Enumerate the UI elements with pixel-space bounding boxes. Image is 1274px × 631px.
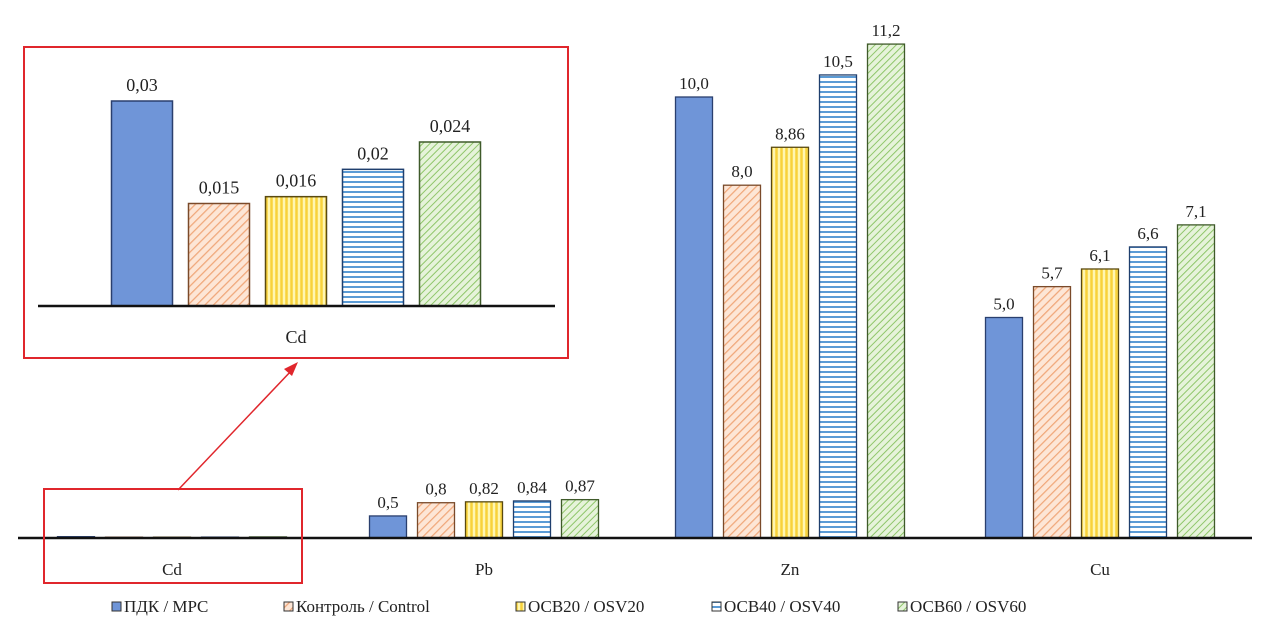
bar-zn-2 <box>770 146 810 539</box>
cd-highlight-box <box>43 488 303 584</box>
data-label: 11,2 <box>871 21 900 40</box>
inset-x-label: Cd <box>285 327 306 347</box>
inset-data-label: 0,015 <box>199 178 240 198</box>
data-label: 5,0 <box>993 295 1014 314</box>
inset-frame <box>23 46 569 359</box>
legend-label: ОСВ20 / OSV20 <box>528 597 644 616</box>
bar-cu-0 <box>984 316 1024 539</box>
inset-bar-1 <box>187 202 251 307</box>
data-label: 5,7 <box>1041 264 1063 283</box>
bar-cu-4 <box>1176 224 1216 539</box>
bar-pb-4 <box>560 498 600 539</box>
bar-zn-0 <box>674 96 714 539</box>
legend-label: ПДК / MPC <box>124 597 208 616</box>
inset-bar-0 <box>110 100 174 307</box>
x-tick-label: Cu <box>1090 560 1110 579</box>
legend-swatch-0 <box>111 601 122 612</box>
legend-label: Контроль / Control <box>296 597 430 616</box>
data-label: 8,0 <box>731 162 752 181</box>
bar-cu-2 <box>1080 268 1120 539</box>
zoom-arrow <box>177 369 293 491</box>
data-label: 6,1 <box>1089 246 1110 265</box>
x-tick-label: Pb <box>475 560 493 579</box>
legend-label: ОСВ60 / OSV60 <box>910 597 1026 616</box>
data-label: 0,5 <box>377 493 398 512</box>
legend: ПДК / MPC Контроль / Control ОСВ20 / OSV20… <box>111 597 1026 616</box>
data-label: 8,86 <box>775 124 805 143</box>
bar-cu-1 <box>1032 285 1072 539</box>
inset-data-label: 0,016 <box>276 171 317 191</box>
inset-bar-2 <box>264 195 328 307</box>
legend-swatch-1 <box>283 601 294 612</box>
bar-pb-2 <box>464 501 504 539</box>
bar-pb-1 <box>416 502 456 539</box>
legend-swatch-2 <box>515 601 526 612</box>
data-label: 7,1 <box>1185 202 1206 221</box>
x-tick-label: Cd <box>162 560 182 579</box>
legend-label: ОСВ40 / OSV40 <box>724 597 840 616</box>
bar-pb-0 <box>368 515 408 539</box>
data-label: 6,6 <box>1137 224 1158 243</box>
bar-zn-1 <box>722 184 762 539</box>
legend-swatch-4 <box>897 601 908 612</box>
bar-zn-4 <box>866 43 906 539</box>
data-label: 0,82 <box>469 479 499 498</box>
data-label: 10,5 <box>823 52 853 71</box>
inset-data-label: 0,024 <box>430 116 471 136</box>
inset-bar-3 <box>341 168 405 307</box>
x-tick-label: Zn <box>781 560 800 579</box>
inset-bar-4 <box>418 141 482 307</box>
data-label: 10,0 <box>679 74 709 93</box>
bar-pb-3 <box>512 500 552 539</box>
data-label: 0,84 <box>517 478 547 497</box>
inset-data-label: 0,02 <box>357 143 389 163</box>
main-plot: Cd Pb 0,5 0,8 0,82 0,84 0,87 Zn 10,0 8,0 8,86 10,5 1… <box>18 21 1252 579</box>
data-label: 0,87 <box>565 477 595 496</box>
inset-data-label: 0,03 <box>126 75 158 95</box>
bar-zn-3 <box>818 74 858 539</box>
bar-cu-3 <box>1128 246 1168 539</box>
data-label: 0,8 <box>425 480 446 499</box>
cd-inset: 0,03 0,015 0,016 0,02 0,024 Cd <box>23 46 569 584</box>
arrow-head <box>284 362 298 376</box>
legend-swatch-3 <box>711 601 722 612</box>
